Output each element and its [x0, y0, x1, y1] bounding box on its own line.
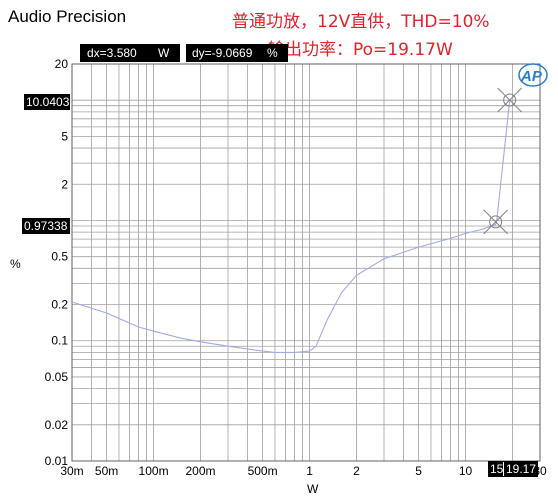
note-line-2: 输出功率：Po=19.17W — [268, 40, 453, 60]
plot-frame — [71, 63, 541, 462]
cursor-marker — [497, 87, 523, 113]
y-cursor-upper-value: 10.0403 — [26, 95, 70, 109]
cursor-marker-circle — [489, 215, 503, 229]
y-cursor-lower-value: 0.97338 — [24, 219, 68, 233]
y-axis-label: % — [10, 257, 21, 271]
y-tick-label: 0.02 — [45, 418, 69, 432]
dx-readout: dx=3.580 W — [80, 44, 180, 62]
x-tick-label: 200m — [186, 464, 216, 478]
grid-lines — [72, 64, 540, 461]
y-tick-label: 20 — [55, 57, 69, 71]
brand-title: Audio Precision — [8, 7, 126, 26]
y-tick-label: 0.2 — [51, 298, 68, 312]
y-tick-label: 0.05 — [45, 370, 69, 384]
ap-logo-text: AP — [520, 68, 543, 85]
dy-readout: dy=-9.0669 % — [186, 44, 288, 62]
y-tick-label: 0.5 — [51, 250, 68, 264]
cursor-markers — [483, 87, 523, 235]
y-tick-label: 0.01 — [45, 454, 69, 468]
y-tick-label: 2 — [61, 177, 68, 191]
y-cursor-upper-box: 10.0403 — [24, 94, 70, 110]
x-tick-label: 50m — [95, 464, 118, 478]
y-tick-label: 0.1 — [51, 334, 68, 348]
dx-unit: W — [158, 46, 170, 60]
dx-value: dx=3.580 — [87, 46, 137, 60]
x-tick-label: 1 — [306, 464, 313, 478]
x-tick-label: 10 — [459, 464, 473, 478]
cursor-marker-circle — [503, 93, 517, 107]
cursor-marker — [483, 209, 509, 235]
x-tick-label: 2 — [353, 464, 360, 478]
y-tick-label: 5 — [61, 129, 68, 143]
y-cursor-lower-box: 0.97338 — [22, 218, 70, 234]
ap-logo-icon: AP — [518, 63, 548, 87]
x-cursor-right-value: 19.17 — [506, 462, 536, 476]
thd-trace-line — [71, 99, 511, 353]
dy-value: dy=-9.0669 — [192, 46, 253, 60]
x-tick-labels: 30m 50m 100m 200m 500m 1 2 5 10 30 — [60, 464, 547, 478]
x-tick-label: 30m — [60, 464, 83, 478]
cursor-marker-cross — [483, 209, 509, 235]
x-axis-label: W — [307, 482, 319, 496]
dy-unit: % — [267, 46, 278, 60]
y-tick-labels: 20 5 2 0.5 0.2 0.1 0.05 0.02 0.01 — [45, 57, 69, 468]
x-tick-label: 100m — [139, 464, 169, 478]
note-line-1: 普通功放，12V直供，THD=10% — [232, 12, 490, 32]
x-cursor-left-value: 15 — [490, 462, 504, 476]
x-tick-label: 5 — [415, 464, 422, 478]
x-cursor-box: 15 19.17 — [488, 461, 538, 477]
x-tick-label: 500m — [248, 464, 278, 478]
cursor-marker-cross — [497, 87, 523, 113]
